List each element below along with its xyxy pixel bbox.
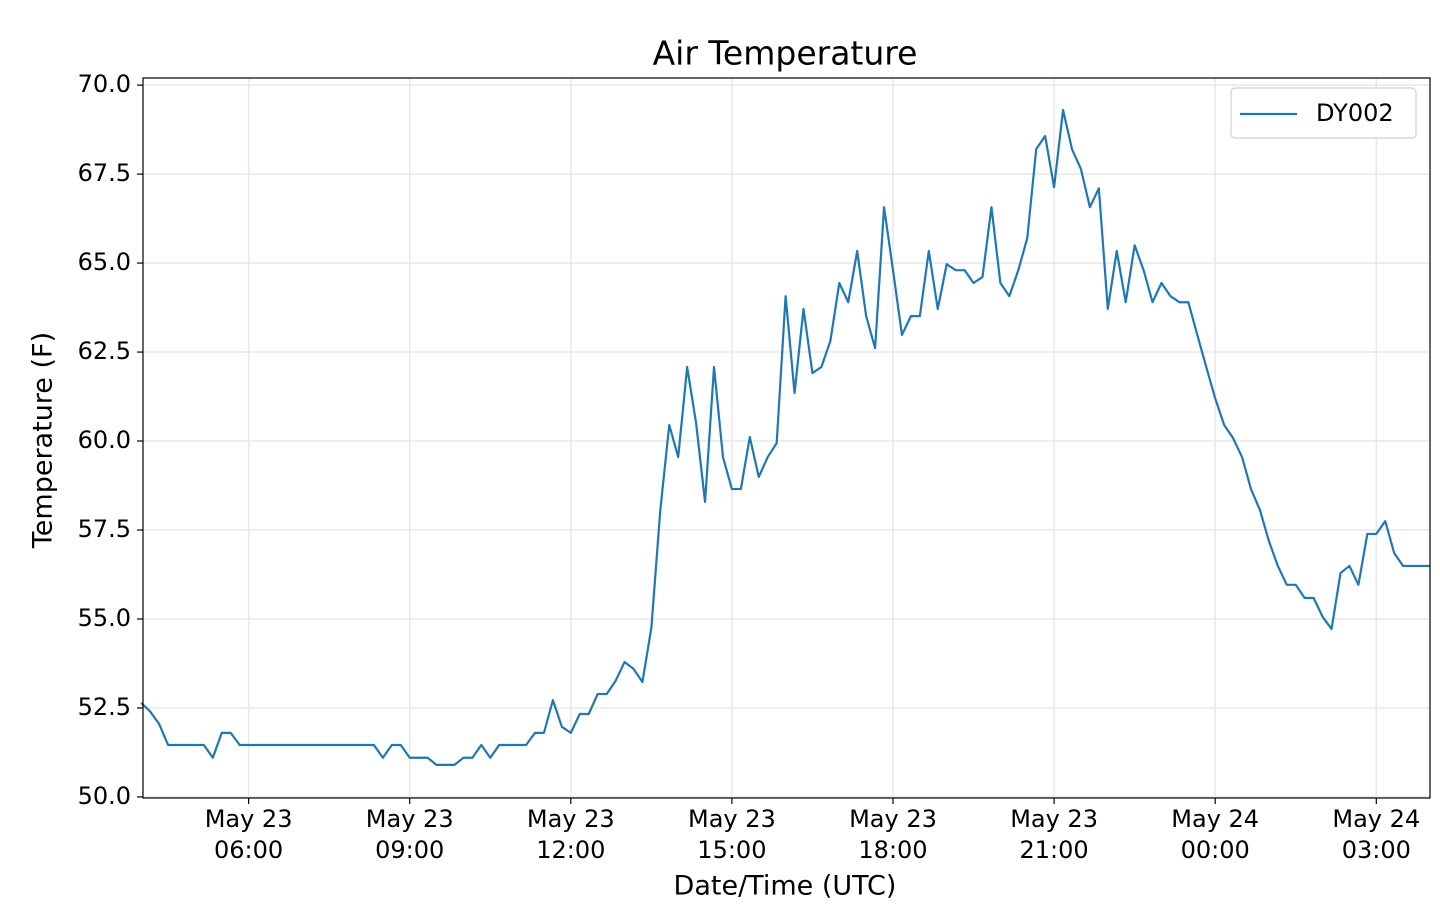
y-tick-label: 70.0 — [78, 70, 131, 98]
plot-frame — [142, 77, 1431, 799]
y-tick-label: 52.5 — [78, 693, 131, 721]
x-tick-label: May 24 00:00 — [1171, 805, 1260, 864]
y-axis-label: Temperature (F) — [28, 332, 59, 549]
x-tick-label: May 23 12:00 — [526, 805, 615, 864]
data-line — [140, 108, 1430, 766]
x-tick-label: May 23 18:00 — [849, 805, 937, 864]
y-tick-label: 60.0 — [78, 426, 131, 454]
legend-box — [1230, 87, 1417, 139]
x-tick-label: May 23 09:00 — [365, 805, 454, 864]
y-tick-label: 65.0 — [78, 248, 131, 276]
legend-label: DY002 — [1316, 99, 1394, 127]
x-axis-label: Date/Time (UTC) — [674, 871, 897, 902]
y-tick-label: 50.0 — [78, 782, 131, 810]
legend: DY002 — [1230, 87, 1417, 139]
y-tick-label: 57.5 — [78, 515, 131, 543]
y-tick-label: 62.5 — [78, 337, 131, 365]
y-tick-label: 67.5 — [78, 159, 131, 187]
x-tick-label: May 23 21:00 — [1010, 805, 1098, 864]
chart-title: Air Temperature — [653, 34, 918, 73]
x-tick-label: May 24 03:00 — [1332, 805, 1421, 864]
x-tick-label: May 23 15:00 — [687, 805, 776, 864]
y-tick-label: 55.0 — [78, 604, 131, 632]
x-tick-label: May 23 06:00 — [204, 805, 293, 864]
